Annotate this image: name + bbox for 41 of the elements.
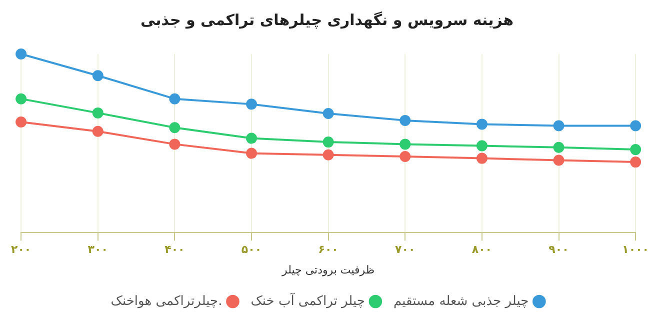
legend-label: چیلرتراکمی هواخنک. [110,294,222,309]
point [322,149,334,160]
x-tick-label: ۹۰۰ [548,243,569,256]
x-tick-label: ۵۰۰ [241,243,262,256]
point [553,154,564,166]
x-tick-label: ۳۰۰ [88,243,108,256]
x-tick-label: ۲۰۰ [10,243,32,256]
point [169,138,180,150]
point [92,70,104,82]
point [246,132,258,144]
legend-label: چیلر جذبی شعله مستقیم [393,294,529,309]
point [169,122,180,134]
point [476,152,488,164]
legend-label: چیلر تراکمی آب خنک [250,292,365,309]
point [16,48,27,60]
point [322,108,334,119]
point [92,126,104,137]
point [169,93,180,104]
point [630,156,642,168]
x-tick-label: ۴۰۰ [164,243,185,256]
point [16,116,27,128]
point [322,136,334,148]
point [16,93,27,104]
x-tick-label: ۶۰۰ [318,243,338,256]
point [92,107,104,118]
x-tick-label: ۸۰۰ [472,243,492,256]
point [400,114,411,126]
x-tick-label: ۱۰۰۰ [622,243,649,256]
point [476,140,488,152]
x-axis-title: ظرفیت برودتی چیلر [281,263,375,276]
point [400,151,411,162]
point [630,120,642,132]
chart-title: هزینه سرویس و نگهداری چیلرهای تراکمی و جذبی [140,10,514,29]
point [476,118,488,130]
point [553,142,564,153]
point [246,148,258,159]
point [630,144,642,156]
point [553,120,564,132]
point [400,138,411,150]
point [246,98,258,110]
x-tick-label: ۷۰۰ [395,243,416,256]
